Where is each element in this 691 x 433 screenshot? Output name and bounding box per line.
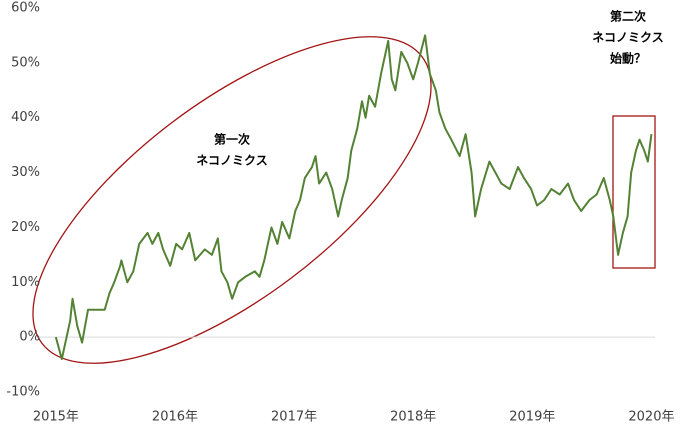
x-tick-label: 2016年: [152, 410, 198, 425]
highlight-box: [612, 115, 656, 269]
annotation: 第二次: [610, 9, 646, 24]
highlight-ellipse: [32, 36, 432, 364]
y-tick-label: -10%: [6, 385, 40, 400]
annotation: 第一次: [214, 132, 250, 147]
x-tick-label: 2018年: [390, 410, 436, 425]
x-tick-label: 2015年: [33, 410, 79, 425]
y-tick-label: 10%: [11, 275, 40, 290]
x-tick-label: 2019年: [509, 410, 555, 425]
y-tick-label: 60%: [11, 1, 40, 16]
y-tick-label: 40%: [11, 110, 40, 125]
annotation: ネコノミクス: [592, 31, 663, 45]
y-tick-label: 50%: [11, 55, 40, 70]
y-tick-label: 30%: [11, 165, 40, 180]
x-tick-label: 2017年: [271, 410, 317, 425]
x-tick-label: 2020年: [628, 410, 674, 425]
y-tick-label: 0%: [19, 330, 40, 345]
data-line: [54, 34, 653, 361]
annotation: 始動？: [610, 51, 646, 66]
annotation: ネコノミクス: [196, 154, 267, 168]
y-tick-label: 20%: [11, 220, 40, 235]
